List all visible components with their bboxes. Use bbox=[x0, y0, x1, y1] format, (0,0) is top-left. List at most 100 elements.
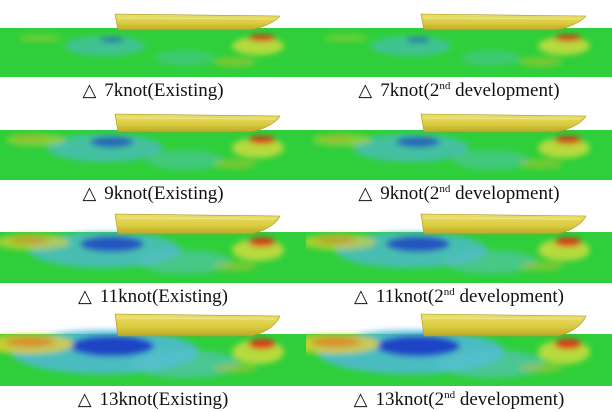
bow-crest bbox=[519, 363, 563, 373]
caption: △ 13knot(2nd development) bbox=[306, 387, 612, 411]
caption-superscript: nd bbox=[439, 183, 451, 195]
bow-crest bbox=[538, 37, 590, 55]
wave-contours bbox=[312, 134, 590, 170]
panel-9knot-existing: △ 9knot(Existing) bbox=[0, 103, 306, 206]
caption-text: 11knot(2 bbox=[375, 286, 444, 307]
trough-region bbox=[371, 36, 451, 56]
caption: △ 7knot(Existing) bbox=[0, 78, 306, 102]
panel-7knot-existing: △ 7knot(Existing) bbox=[0, 0, 306, 103]
caption: △ 7knot(2nd development) bbox=[306, 78, 612, 102]
caption-text: 11knot(Existing) bbox=[99, 286, 228, 307]
trough-core bbox=[70, 335, 154, 357]
caption-superscript: nd bbox=[443, 286, 455, 298]
crest-region bbox=[18, 34, 62, 42]
triangle-icon: △ bbox=[77, 389, 92, 409]
caption-text: 13knot(Existing) bbox=[99, 389, 229, 410]
trough-core bbox=[376, 335, 460, 357]
bow-crest bbox=[213, 363, 257, 373]
triangle-icon: △ bbox=[82, 80, 97, 100]
trough-region bbox=[131, 350, 239, 378]
wave-contour-image bbox=[306, 206, 612, 283]
caption-text-end: development) bbox=[455, 389, 565, 410]
bow-crest-core bbox=[554, 338, 582, 350]
crest-region bbox=[316, 236, 356, 244]
trough-region bbox=[147, 150, 223, 170]
wave-contour-image bbox=[306, 0, 612, 77]
crest-region bbox=[321, 135, 351, 141]
trough-region bbox=[445, 250, 537, 274]
crest-region bbox=[10, 236, 50, 244]
bow-crest-core bbox=[554, 237, 582, 247]
wave-contours bbox=[0, 232, 284, 274]
crest-region bbox=[324, 34, 368, 42]
wave-contour-image bbox=[306, 103, 612, 180]
caption-text: 7knot(Existing) bbox=[104, 80, 224, 101]
bow-crest bbox=[519, 261, 563, 271]
caption: △ 13knot(Existing) bbox=[0, 387, 306, 411]
trough-core bbox=[80, 236, 144, 252]
trough-region bbox=[437, 350, 545, 378]
panel-7knot-2nd-development: △ 7knot(2nd development) bbox=[306, 0, 612, 103]
triangle-icon: △ bbox=[353, 389, 368, 409]
caption-superscript: nd bbox=[444, 389, 456, 401]
ship-hull bbox=[420, 113, 587, 133]
panel-11knot-existing: △ 11knot(Existing) bbox=[0, 206, 306, 309]
wave-contour-image bbox=[0, 103, 306, 180]
ship-hull bbox=[114, 213, 281, 235]
ship-hull bbox=[114, 313, 281, 337]
bow-crest-core bbox=[248, 34, 276, 42]
bow-crest-core bbox=[248, 338, 276, 350]
caption-text-end: development) bbox=[450, 183, 560, 204]
ship-hull bbox=[114, 13, 281, 31]
trough-region bbox=[139, 250, 231, 274]
caption-text: 9knot(Existing) bbox=[104, 183, 224, 204]
bow-crest bbox=[213, 261, 257, 271]
wave-contour-image bbox=[0, 206, 306, 283]
caption: △ 11knot(2nd development) bbox=[306, 284, 612, 308]
wave-contour-image bbox=[0, 0, 306, 77]
triangle-icon: △ bbox=[358, 80, 373, 100]
trough-region bbox=[461, 50, 521, 66]
caption: △ 9knot(Existing) bbox=[0, 181, 306, 205]
trough-core bbox=[406, 37, 430, 43]
caption-superscript: nd bbox=[439, 80, 451, 92]
hull-highlight bbox=[423, 17, 582, 20]
caption: △ 9knot(2nd development) bbox=[306, 181, 612, 205]
hull-highlight bbox=[117, 217, 276, 220]
bow-crest bbox=[232, 37, 284, 55]
caption: △ 11knot(Existing) bbox=[0, 284, 306, 308]
bow-crest-core bbox=[554, 135, 582, 145]
trough-region bbox=[155, 50, 215, 66]
panel-9knot-2nd-development: △ 9knot(2nd development) bbox=[306, 103, 612, 206]
hull-highlight bbox=[117, 117, 276, 120]
caption-text: 13knot(2 bbox=[375, 389, 445, 410]
hull-highlight bbox=[423, 217, 582, 220]
caption-text: 9knot(2 bbox=[380, 183, 440, 204]
trough-region bbox=[47, 134, 163, 162]
trough-core bbox=[396, 136, 440, 148]
bow-crest-core bbox=[248, 237, 276, 247]
triangle-icon: △ bbox=[82, 183, 97, 203]
trough-region bbox=[353, 134, 469, 162]
trough-region bbox=[65, 36, 145, 56]
bow-crest bbox=[213, 57, 257, 67]
triangle-icon: △ bbox=[358, 183, 373, 203]
trough-region bbox=[453, 150, 529, 170]
caption-text: 7knot(2 bbox=[380, 80, 440, 101]
panel-11knot-2nd-development: △ 11knot(2nd development) bbox=[306, 206, 612, 309]
bow-crest bbox=[519, 57, 563, 67]
crest-region bbox=[15, 135, 45, 141]
bow-crest-core bbox=[248, 135, 276, 145]
bow-crest-core bbox=[554, 34, 582, 42]
wave-contours bbox=[6, 134, 284, 170]
ship-hull bbox=[420, 313, 587, 337]
ship-hull bbox=[114, 113, 281, 133]
crest-region bbox=[5, 337, 55, 347]
caption-text-end: development) bbox=[454, 286, 564, 307]
trough-core bbox=[90, 136, 134, 148]
wave-contours bbox=[306, 232, 590, 274]
hull-highlight bbox=[117, 317, 276, 320]
crest-region bbox=[311, 337, 361, 347]
caption-text-end: development) bbox=[450, 80, 560, 101]
